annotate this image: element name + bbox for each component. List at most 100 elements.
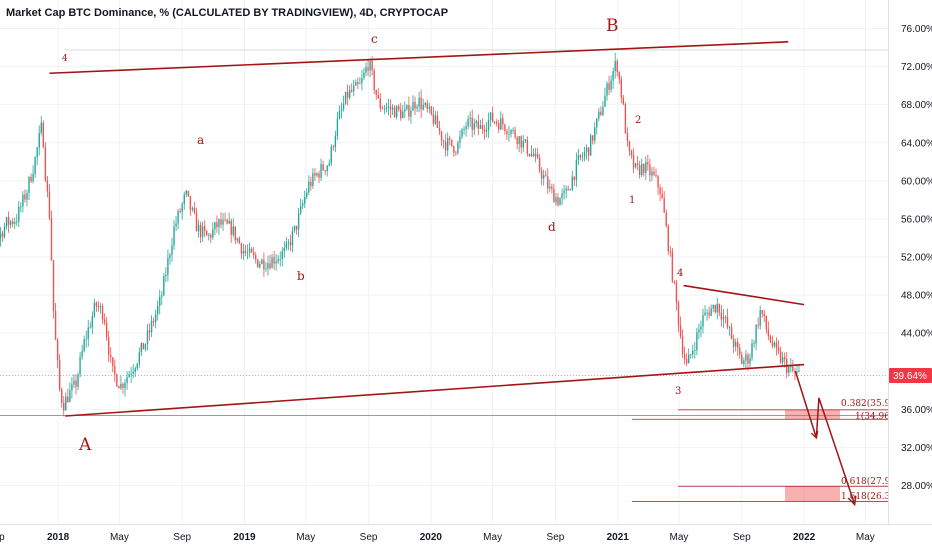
candle-body (502, 118, 504, 125)
candle-body (451, 139, 453, 147)
candle-body (210, 234, 212, 238)
candle-body (3, 226, 6, 238)
candle-body (173, 226, 175, 246)
time-tick-label: May (483, 532, 502, 543)
candle-body (346, 91, 349, 98)
candle-body (673, 281, 676, 283)
candle-body (657, 175, 659, 188)
candle-body (195, 212, 198, 232)
candle-body (122, 383, 124, 388)
time-tick-label: Sep (733, 532, 751, 543)
candle-body (402, 111, 404, 119)
candle-body (165, 274, 167, 277)
candle-body (214, 222, 216, 230)
price-scale[interactable]: 76.00% 72.00% 68.00% 64.00% 60.00% 56.00% 52.0… (888, 0, 932, 524)
candle-body (524, 139, 527, 141)
candle-body (320, 164, 322, 178)
candle-body (504, 124, 506, 132)
candle-body (641, 164, 643, 175)
candle-body (624, 104, 627, 134)
candle-body (553, 188, 555, 203)
time-tick-label: May (856, 532, 875, 543)
candle-body (334, 135, 337, 148)
candle-body (598, 111, 600, 119)
candle-body (387, 106, 390, 108)
forecast-arrow-head-1 (810, 430, 819, 440)
candle-body (220, 219, 222, 225)
candle-body (769, 336, 772, 343)
candle-body (406, 104, 408, 110)
candle-body (83, 339, 85, 351)
candle-body (763, 313, 765, 316)
candle-body (310, 181, 312, 187)
candle-body (571, 176, 573, 190)
candle-body (449, 138, 451, 140)
candle-body (667, 226, 669, 252)
candle-body (683, 354, 686, 359)
candle-body (792, 366, 794, 371)
candle-body (551, 186, 553, 189)
candle-body (20, 206, 22, 208)
trendline-lower-channel (65, 363, 805, 417)
candle-body (16, 221, 18, 223)
candle-body (328, 163, 330, 166)
candle-body (469, 117, 471, 119)
wave-label-B: B (606, 16, 619, 36)
candle-body (22, 194, 24, 207)
candle-body (116, 374, 118, 387)
time-scale[interactable]: Sep 2018 May Sep 2019 May Sep 2020 May Sep 2021 May… (0, 524, 932, 550)
candle-body (267, 263, 269, 269)
candle-body (708, 312, 710, 316)
wave-label-1: 1 (629, 195, 635, 206)
candle-body (532, 153, 535, 157)
candle-body (156, 305, 159, 315)
wave-label-2: 2 (635, 115, 641, 126)
candle-body (475, 121, 477, 124)
candle-body (765, 315, 768, 330)
candle-body (312, 173, 314, 187)
time-tick-label: Sep (173, 532, 191, 543)
candle-body (579, 155, 582, 158)
candle-body (712, 304, 714, 309)
candle-body (781, 357, 784, 363)
price-tick-label: 32.00% (901, 443, 932, 454)
candle-body (183, 194, 185, 204)
candle-body (1, 233, 4, 238)
candle-body (7, 217, 10, 225)
candle-body (679, 325, 682, 337)
candle-body (377, 94, 379, 99)
candle-body (696, 332, 698, 351)
candle-body (743, 360, 745, 365)
candle-body (602, 106, 604, 116)
candle-body (510, 130, 512, 135)
candle-body (175, 223, 177, 227)
candle-body (585, 147, 588, 153)
price-tick-label: 56.00% (901, 214, 932, 225)
candle-body (669, 251, 672, 253)
candle-body (44, 147, 47, 181)
candle-body (144, 344, 147, 350)
candle-body (297, 213, 300, 230)
candle-body (79, 356, 81, 375)
candle-body (212, 229, 214, 238)
candle-body (136, 363, 138, 369)
candle-body (426, 103, 428, 109)
candle-body (485, 130, 488, 132)
candle-body (573, 176, 576, 180)
candle-body (600, 111, 602, 116)
candle-body (457, 142, 459, 153)
candle-body (498, 123, 500, 130)
candle-body (18, 206, 20, 222)
time-tick-label: Sep (547, 532, 565, 543)
fib-label-0382: 0.382(35.94%) (841, 398, 908, 409)
candle-body (493, 121, 496, 123)
candle-body (224, 219, 226, 221)
candle-body (265, 268, 267, 270)
candle-body (745, 354, 747, 361)
candle-body (749, 358, 751, 364)
candle-body (293, 225, 296, 231)
candle-body (540, 170, 543, 179)
candle-body (393, 107, 396, 118)
candle-body (275, 261, 277, 264)
